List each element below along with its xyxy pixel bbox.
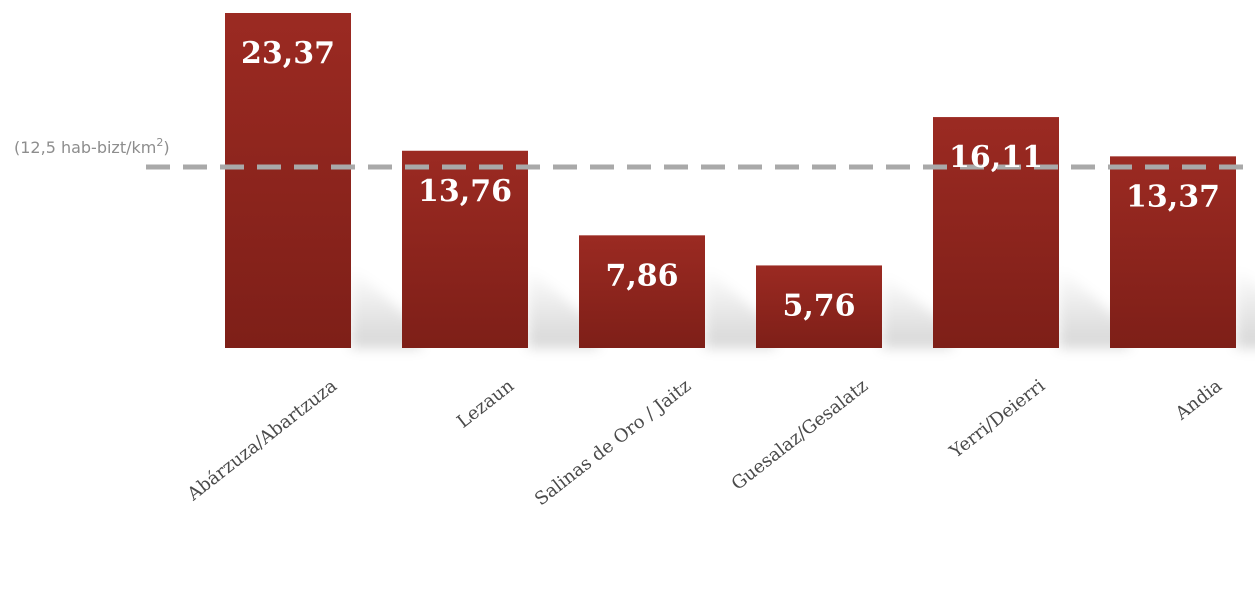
bars [225, 13, 1236, 348]
category-labels: Abárzuza/Abartzuza Lezaun Salinas de Oro /… [183, 375, 1227, 510]
category-label: Lezaun [453, 375, 518, 432]
bar [756, 265, 882, 348]
category-label: Andia [1171, 375, 1226, 425]
value-label: 13,37 [1126, 179, 1220, 214]
bar [933, 117, 1059, 348]
bar [579, 235, 705, 348]
category-label: Abárzuza/Abartzuza [183, 375, 342, 505]
bar [402, 150, 528, 348]
category-label: Salinas de Oro / Jaitz [531, 375, 695, 510]
bar-shadow [1236, 267, 1255, 348]
category-label: Yerri/Deierri [945, 375, 1049, 463]
value-label: 16,11 [949, 140, 1043, 175]
bar [1110, 156, 1236, 348]
value-label: 23,37 [241, 36, 335, 71]
bar [225, 13, 351, 348]
category-label: Guesalaz/Gesalatz [728, 375, 872, 494]
reference-line-label: (12,5 hab-bizt/km2) [14, 136, 170, 157]
value-label: 13,76 [418, 174, 512, 209]
value-label: 5,76 [782, 288, 855, 323]
reference-line-group: (12,5 hab-bizt/km2) [14, 136, 1255, 170]
value-label: 7,86 [605, 258, 678, 293]
value-labels: 23,37 13,76 7,86 5,76 16,11 13,37 [241, 36, 1220, 323]
